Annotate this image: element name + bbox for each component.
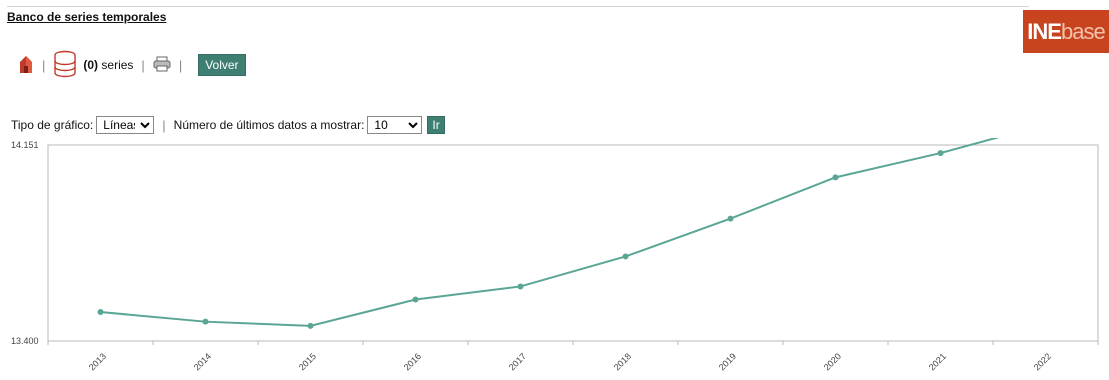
x-tick-label: 2018 <box>612 351 633 372</box>
page-title[interactable]: Banco de series temporales <box>7 10 167 24</box>
data-point[interactable] <box>832 174 839 181</box>
x-tick-marks <box>47 341 1099 345</box>
data-point[interactable] <box>97 309 104 316</box>
separator: | <box>178 57 183 73</box>
header-divider <box>7 6 1029 7</box>
separator: | <box>42 57 46 73</box>
data-point[interactable] <box>412 296 419 303</box>
data-count-select[interactable]: 10 <box>367 116 423 134</box>
y-axis-ticks: 13.400 14.151 <box>11 140 39 346</box>
volver-button[interactable]: Volver <box>198 54 246 76</box>
database-icon[interactable] <box>53 50 77 81</box>
y-tick-label: 14.151 <box>11 140 39 150</box>
home-icon[interactable] <box>18 53 34 78</box>
data-point[interactable] <box>202 318 209 325</box>
data-point[interactable] <box>622 253 629 260</box>
print-icon[interactable] <box>153 56 171 75</box>
data-point[interactable] <box>937 150 944 157</box>
plot-area <box>47 144 1099 342</box>
data-point[interactable] <box>307 322 314 329</box>
x-tick-label: 2016 <box>402 351 423 372</box>
x-tick-label: 2017 <box>507 351 528 372</box>
data-points <box>97 150 944 329</box>
chart-type-select[interactable]: Líneas <box>96 116 155 134</box>
series-count: (0) series <box>83 58 134 72</box>
series-line <box>100 138 1000 327</box>
x-tick-label: 2015 <box>297 351 318 372</box>
x-tick-label: 2021 <box>927 351 948 372</box>
numero-label: Número de últimos datos a mostrar: <box>173 118 365 132</box>
y-tick-label: 13.400 <box>11 336 39 346</box>
x-axis-labels: 2013 2014 2015 2016 2017 2018 2019 2020 2021 2022 <box>87 351 1053 372</box>
toolbar: | (0) series | | Volver <box>18 50 246 80</box>
logo-text: INEbase <box>1027 18 1105 44</box>
x-tick-label: 2014 <box>192 351 213 372</box>
x-tick-label: 2020 <box>822 351 843 372</box>
x-tick-label: 2022 <box>1032 351 1053 372</box>
chart-controls: Tipo de gráfico: Líneas | Número de últi… <box>11 116 445 134</box>
separator: | <box>141 57 145 73</box>
x-tick-label: 2013 <box>87 351 108 372</box>
data-point[interactable] <box>727 215 734 222</box>
x-tick-label: 2019 <box>717 351 738 372</box>
inebase-logo[interactable]: INEbase <box>1023 10 1109 53</box>
separator: | <box>162 117 166 133</box>
tipo-label: Tipo de gráfico: <box>11 118 94 132</box>
ir-button[interactable]: Ir <box>427 116 445 134</box>
data-point[interactable] <box>517 283 524 290</box>
